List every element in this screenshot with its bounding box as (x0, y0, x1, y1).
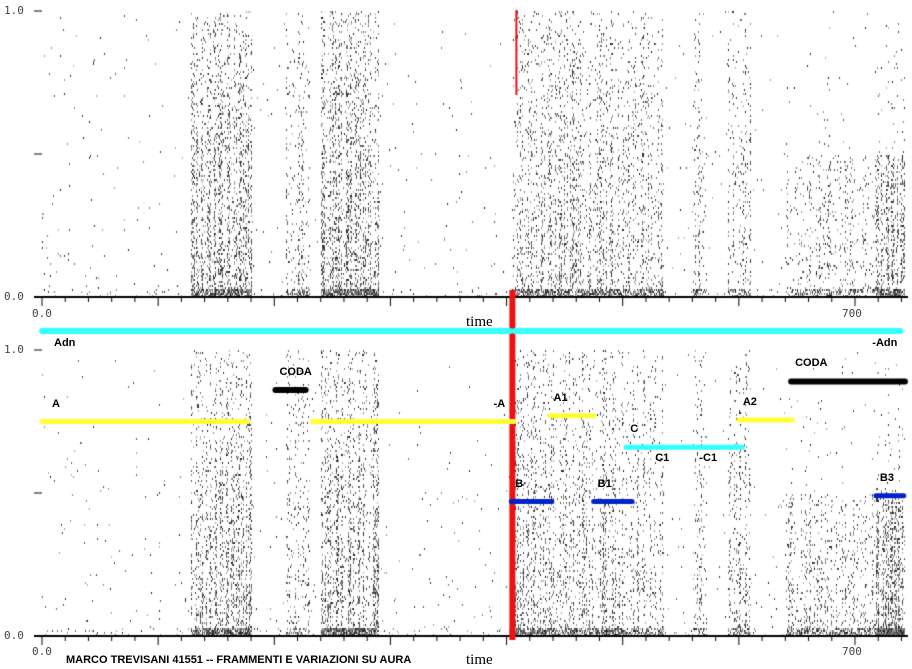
top-x-max-label: 700 (842, 307, 862, 320)
credit-caption: MARCO TREVISANI 41551 -- FRAMMENTI E VAR… (66, 654, 412, 666)
annotation-label-coda: CODA (795, 357, 828, 370)
annotation-label-neg-c1: -C1 (699, 451, 718, 464)
bottom-y-min-label: 0.0 (4, 629, 24, 642)
top-y-min-label: 0.0 (4, 290, 24, 303)
top-y-max-label: 1.0 (4, 4, 24, 17)
annotation-label-a: A (52, 397, 60, 410)
annotation-label-c1: C1 (655, 451, 670, 464)
annotation-label-b: B (515, 477, 524, 490)
top-x-min-label: 0.0 (32, 307, 52, 320)
annotation-label-b3: B3 (879, 471, 894, 484)
annotation-label-neg-a: -A (493, 397, 506, 410)
bottom-x-axis-label: time (466, 652, 493, 668)
annotation-label-coda: CODA (279, 366, 312, 379)
bottom-y-max-label: 1.0 (4, 343, 24, 356)
bottom-x-min-label: 0.0 (32, 645, 52, 658)
annotation-label-c: C (630, 423, 639, 436)
annotation-label-a1: A1 (553, 391, 568, 404)
bottom-x-max-label: 700 (842, 645, 862, 658)
top-x-axis-label: time (466, 314, 493, 330)
section-label: -Adn (872, 337, 898, 349)
annotation-label-b1: B1 (597, 477, 612, 490)
section-label: Adn (54, 337, 76, 349)
annotation-label-a2: A2 (742, 396, 757, 409)
